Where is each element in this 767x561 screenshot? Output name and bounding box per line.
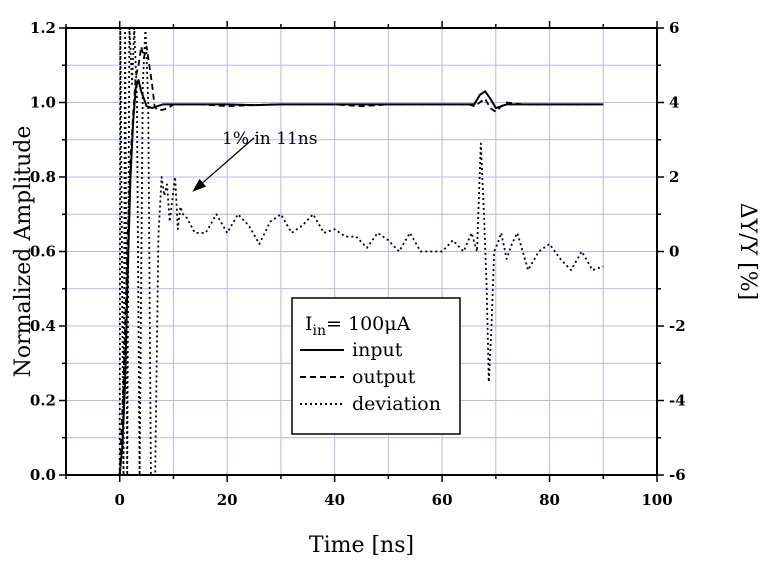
axis-tick-labels: 0 20 40 60 80 100 0.0 0.2 0.4 0.6 0.8 1.0 1.2 -6 -4 -2 0… xyxy=(30,19,686,509)
legend: Iin= 100μA input output deviation xyxy=(291,297,461,435)
series-output xyxy=(118,45,604,475)
y2-axis-title: ΔY/Y [%] xyxy=(735,203,760,300)
data-series xyxy=(118,28,604,475)
y-tick-label: 0.0 xyxy=(30,466,56,484)
x-tick-label: 60 xyxy=(432,491,453,509)
y-tick-label: 0.6 xyxy=(30,243,56,261)
y2-tick-label: 0 xyxy=(669,243,679,261)
x-tick-label: 40 xyxy=(324,491,345,509)
x-tick-label: 80 xyxy=(539,491,560,509)
legend-box xyxy=(291,297,461,435)
y-axis-title: Normalized Amplitude xyxy=(11,126,36,378)
y-tick-label: 1.0 xyxy=(30,94,56,112)
annotation-arrowhead xyxy=(192,178,207,192)
annotation-arrow xyxy=(202,137,255,184)
legend-title-rest: = 100μA xyxy=(326,313,411,335)
x-tick-label: 100 xyxy=(641,491,672,509)
series-deviation xyxy=(118,28,604,475)
annotation: 1% in 11ns xyxy=(192,129,317,192)
y2-tick-label: -6 xyxy=(669,466,686,484)
y-tick-label: 0.2 xyxy=(30,392,56,410)
legend-title-main: I xyxy=(305,313,313,335)
legend-title: Iin= 100μA xyxy=(305,313,411,339)
legend-entries: input output deviation xyxy=(300,339,441,415)
y2-tick-label: 4 xyxy=(669,94,679,112)
x-tick-label: 20 xyxy=(217,491,238,509)
y-tick-label: 0.4 xyxy=(30,317,56,335)
legend-label-input: input xyxy=(352,339,403,361)
y-tick-label: 1.2 xyxy=(30,19,56,37)
axis-ticks xyxy=(59,21,664,482)
x-axis-title: Time [ns] xyxy=(309,533,414,558)
y2-tick-label: -4 xyxy=(669,392,686,410)
y2-tick-label: 6 xyxy=(669,19,679,37)
annotation-text: 1% in 11ns xyxy=(222,129,317,149)
legend-title-subscript: in xyxy=(313,323,327,339)
y2-tick-label: 2 xyxy=(669,168,679,186)
legend-label-output: output xyxy=(352,366,416,388)
y-tick-label: 0.8 xyxy=(30,168,56,186)
y2-tick-label: -2 xyxy=(669,317,686,335)
legend-label-deviation: deviation xyxy=(352,393,441,415)
x-tick-label: 0 xyxy=(115,491,125,509)
